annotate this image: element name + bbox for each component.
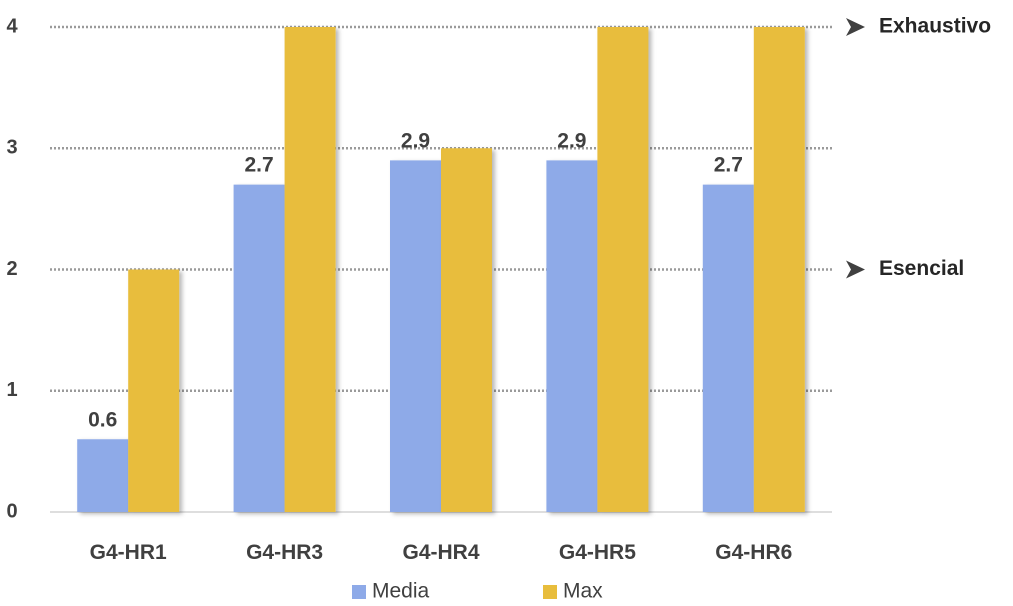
arrow-right-icon <box>846 18 865 36</box>
y-axis: 0 1 2 3 4 <box>6 15 18 522</box>
legend-swatch-media <box>352 585 366 599</box>
reference-markers: Exhaustivo Esencial <box>846 15 991 280</box>
reference-label: Esencial <box>879 257 964 280</box>
data-label: 2.7 <box>714 154 743 177</box>
y-tick-label: 3 <box>6 137 17 159</box>
legend-label-media: Media <box>372 580 430 603</box>
x-tick-label: G4-HR5 <box>559 541 636 564</box>
bar-media-g4-hr1 <box>77 439 129 512</box>
x-tick-label: G4-HR1 <box>90 541 167 564</box>
bar-max-g4-hr6 <box>753 27 805 512</box>
bar-media-g4-hr4 <box>390 160 441 512</box>
data-label: 0.6 <box>88 408 117 431</box>
y-tick-label: 2 <box>6 258 17 280</box>
y-tick-label: 0 <box>6 500 17 522</box>
bar-media-g4-hr3 <box>233 184 285 512</box>
bars <box>77 27 805 512</box>
x-tick-label: G4-HR6 <box>715 541 792 564</box>
x-tick-label: G4-HR4 <box>402 541 479 564</box>
legend-label-max: Max <box>563 580 603 603</box>
bar-media-g4-hr6 <box>702 184 754 512</box>
data-label: 2.9 <box>557 129 586 152</box>
bar-max-g4-hr3 <box>284 27 336 512</box>
bar-media-g4-hr5 <box>546 160 598 512</box>
arrow-right-icon <box>846 260 865 279</box>
x-tick-label: G4-HR3 <box>246 541 323 564</box>
legend: Media Max <box>352 580 603 603</box>
data-label: 2.7 <box>244 154 273 177</box>
data-labels: 0.6 2.7 2.9 2.9 2.7 <box>88 129 743 431</box>
bar-max-g4-hr4 <box>441 148 492 512</box>
bar-max-g4-hr1 <box>128 269 180 512</box>
y-tick-label: 4 <box>6 15 18 37</box>
reference-label: Exhaustivo <box>879 15 991 38</box>
data-label: 2.9 <box>401 129 430 152</box>
legend-swatch-max <box>543 585 557 599</box>
y-tick-label: 1 <box>6 379 17 401</box>
x-axis: G4-HR1 G4-HR3 G4-HR4 G4-HR5 G4-HR6 <box>90 541 793 564</box>
bar-max-g4-hr5 <box>597 27 649 512</box>
